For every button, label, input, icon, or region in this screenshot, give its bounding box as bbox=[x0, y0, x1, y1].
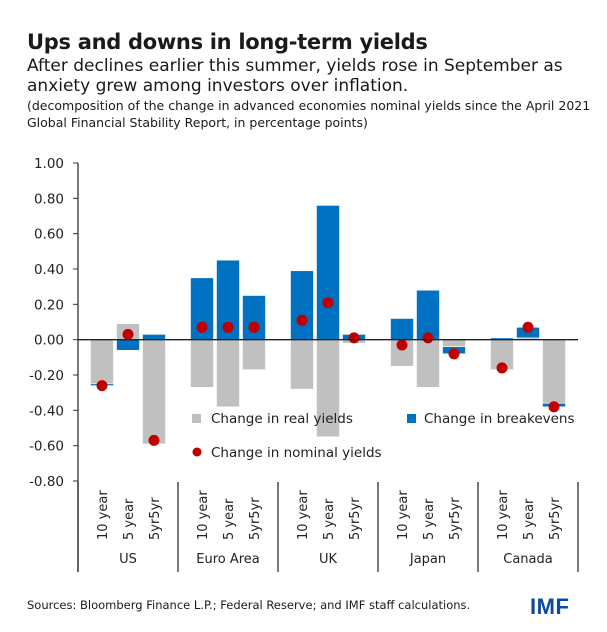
y-tick-label: -0.40 bbox=[29, 403, 64, 419]
chart-title: Ups and downs in long-term yields bbox=[27, 30, 428, 54]
y-tick-label: 0.20 bbox=[34, 297, 64, 313]
category-label: 5 year bbox=[122, 498, 137, 540]
legend-label-breakeven: Change in breakevens bbox=[424, 411, 575, 427]
category-label: 5yr5yr bbox=[548, 497, 563, 540]
nominal-yield-point bbox=[348, 332, 360, 344]
category-label: 10 year bbox=[496, 490, 511, 540]
y-tick-label: -0.60 bbox=[29, 439, 64, 455]
group-label: US bbox=[119, 552, 137, 567]
group-label: Japan bbox=[409, 552, 446, 567]
breakeven-bar bbox=[390, 318, 414, 340]
nominal-yield-point bbox=[448, 348, 460, 360]
nominal-yield-point bbox=[296, 314, 308, 326]
imf-logo: IMF bbox=[530, 594, 570, 619]
category-label: 5yr5yr bbox=[348, 497, 363, 540]
breakeven-bar bbox=[290, 270, 314, 340]
source-note: Sources: Bloomberg Finance L.P.; Federal… bbox=[27, 598, 471, 612]
group-label: Canada bbox=[503, 552, 552, 567]
breakeven-bar bbox=[416, 289, 440, 340]
category-label: 5 year bbox=[322, 498, 337, 540]
category-label: 5yr5yr bbox=[148, 497, 163, 540]
breakeven-bar bbox=[142, 334, 166, 340]
legend-swatch-nominal bbox=[192, 447, 202, 457]
legend-swatch-breakeven bbox=[407, 414, 416, 423]
y-tick-label: 0.80 bbox=[34, 191, 64, 207]
nominal-yield-point bbox=[322, 297, 334, 309]
nominal-yield-point bbox=[522, 321, 534, 333]
y-tick-label: -0.80 bbox=[29, 474, 64, 490]
category-label: 10 year bbox=[96, 490, 111, 540]
real-yield-bar bbox=[416, 339, 440, 388]
category-label: 5 year bbox=[422, 498, 437, 540]
real-yield-bar bbox=[142, 339, 166, 445]
real-yield-bar bbox=[190, 339, 214, 388]
nominal-yield-point bbox=[196, 321, 208, 333]
legend-label-real: Change in real yields bbox=[211, 411, 353, 427]
breakeven-bar bbox=[316, 205, 340, 340]
real-yield-bar bbox=[242, 339, 266, 370]
y-tick-label: 1.00 bbox=[34, 156, 64, 172]
category-label: 5yr5yr bbox=[248, 497, 263, 540]
nominal-yield-point bbox=[396, 339, 408, 351]
nominal-yield-point bbox=[422, 332, 434, 344]
nominal-yield-point bbox=[548, 401, 560, 413]
nominal-yield-point bbox=[496, 362, 508, 374]
nominal-yield-point bbox=[96, 380, 108, 392]
group-label: UK bbox=[319, 552, 338, 567]
real-yield-bar bbox=[542, 339, 566, 404]
category-label: 5 year bbox=[222, 498, 237, 540]
real-yield-bar bbox=[90, 339, 114, 385]
category-label: 10 year bbox=[196, 490, 211, 540]
breakeven-bar bbox=[242, 295, 266, 340]
breakeven-bar bbox=[116, 339, 140, 351]
real-yield-bar bbox=[442, 339, 466, 348]
chart-note: (decomposition of the change in advanced… bbox=[27, 98, 591, 130]
legend-label-nominal: Change in nominal yields bbox=[211, 445, 382, 461]
real-yield-bar bbox=[290, 339, 314, 390]
nominal-yield-point bbox=[122, 328, 134, 340]
y-tick-label: 0.40 bbox=[34, 262, 64, 278]
y-tick-label: 0.00 bbox=[34, 333, 64, 349]
chart-subtitle: After declines earlier this summer, yiel… bbox=[27, 56, 563, 96]
legend-swatch-real bbox=[192, 414, 201, 423]
y-tick-label: -0.20 bbox=[29, 368, 64, 384]
nominal-yield-point bbox=[248, 321, 260, 333]
category-label: 5 year bbox=[522, 498, 537, 540]
category-label: 10 year bbox=[396, 490, 411, 540]
category-label: 10 year bbox=[296, 490, 311, 540]
category-label: 5yr5yr bbox=[448, 497, 463, 540]
nominal-yield-point bbox=[148, 434, 160, 446]
real-yield-bar bbox=[216, 339, 240, 408]
nominal-yield-point bbox=[222, 321, 234, 333]
y-tick-label: 0.60 bbox=[34, 227, 64, 243]
group-label: Euro Area bbox=[196, 552, 260, 567]
